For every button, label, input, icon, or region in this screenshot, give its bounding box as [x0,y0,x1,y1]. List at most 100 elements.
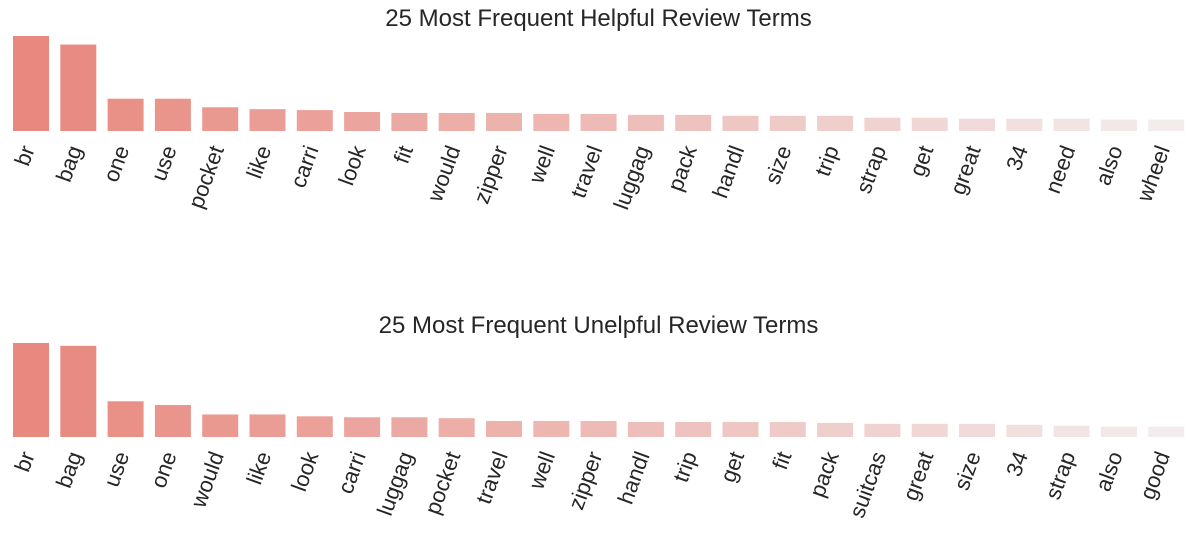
x-tick-label: trip [668,448,702,485]
x-tick-label: good [1135,448,1175,503]
bar-pocket [438,418,475,437]
x-tick-label: br [10,448,40,475]
unhelpful-terms-chart: 25 Most Frequent Unelpful Review Terms b… [0,306,1197,533]
bar-one [107,98,144,131]
bar-handl [722,115,759,131]
bar-trip [817,115,854,131]
x-tick-label: would [422,142,465,206]
x-tick-label: fit [389,142,418,167]
x-tick-label: handl [707,142,749,201]
x-tick-label: use [99,448,135,490]
bar-trip [675,421,712,437]
x-tick-label: like [241,142,276,182]
x-tick-label: carri [333,448,371,497]
bar-great [911,423,948,437]
bar-look [296,416,333,437]
helpful-terms-chart: 25 Most Frequent Helpful Review Terms br… [10,5,1185,213]
bar-handl [627,421,664,437]
x-tick-label: get [715,448,749,485]
bar-good [1148,426,1185,437]
bar-strap [1053,425,1090,437]
x-tick-label: one [98,142,134,185]
bar-zipper [486,112,522,131]
bar-br [13,36,49,131]
bar-get [722,421,759,437]
x-tick-label: trip [810,142,844,179]
x-tick-label: great [898,448,939,504]
x-tick-label: luggag [609,142,655,213]
x-tick-label: 34 [1001,448,1033,480]
x-tick-label: travel [471,448,513,507]
bar-strap [864,117,901,131]
bar-fit [769,421,806,437]
x-tick-label: pocket [420,448,466,517]
x-tick-label: strap [1040,448,1080,503]
x-tick-label: well [523,448,560,493]
bar-travel [580,113,617,131]
bar-well [533,113,570,131]
bar-carri [296,110,333,131]
x-tick-label: also [1090,142,1127,188]
bar-34 [1006,118,1043,131]
x-tick-label: size [760,142,797,187]
x-tick-label: pocket [183,142,229,211]
chart-title: 25 Most Frequent Helpful Review Terms [385,5,812,32]
x-tick-label: luggag [372,448,418,519]
x-tick-label: use [146,142,182,184]
x-tick-label: pack [663,141,703,194]
bar-pack [675,114,712,131]
bar-luggag [391,417,428,437]
helpful-terms-plot: br bag one use pocket like carri look fit would zi… [10,36,1185,213]
bar-need [1053,118,1090,131]
x-tick-label: carri [285,142,323,191]
bar-zipper [580,421,617,437]
x-tick-label: size [949,448,986,493]
x-tick-label: well [523,142,560,187]
unhelpful-terms-plot: br bag use one would like look carri luggag pocke… [10,343,1185,521]
x-tick-label: br [10,142,40,169]
bar-would [202,414,239,437]
x-tick-label: strap [851,142,891,197]
bar-size [959,423,995,437]
bar-suitcas [864,423,901,437]
bar-get [911,117,948,131]
x-tick-label: zipper [563,448,607,513]
bar-fit [391,112,428,131]
x-tick-label: fit [767,448,796,473]
x-tick-label: 34 [1001,142,1033,174]
bar-well [533,421,570,437]
bar-bag [60,44,97,131]
bar-also [1100,119,1137,131]
bar-use [107,401,144,437]
chart-title: 25 Most Frequent Unelpful Review Terms [378,312,819,339]
x-tick-label: travel [565,142,607,201]
bar-34 [1006,424,1043,437]
bar-one [154,405,191,437]
x-tick-label: great [945,142,986,198]
x-tick-label: need [1040,142,1080,197]
x-tick-label: one [146,448,182,491]
x-tick-label: also [1090,448,1127,494]
x-tick-label: would [185,448,228,512]
bar-like [249,414,286,437]
x-tick-label: bag [51,142,87,185]
x-tick-label: wheel [1131,142,1174,206]
bar-like [249,109,286,131]
x-tick-label: suitcas [844,448,891,521]
bar-bag [60,345,97,437]
bar-size [769,115,806,131]
bar-travel [486,421,522,437]
x-tick-label: bag [51,448,87,491]
bar-pack [817,422,854,437]
bar-pocket [202,107,239,131]
x-tick-label: look [286,447,324,494]
x-tick-label: like [241,448,276,488]
x-tick-label: zipper [469,142,513,207]
x-tick-label: pack [804,447,844,500]
bar-great [959,118,995,131]
bar-wheel [1148,119,1185,131]
bar-luggag [627,114,664,131]
x-tick-label: get [904,142,938,179]
bar-also [1100,426,1137,437]
x-tick-label: look [334,141,372,188]
